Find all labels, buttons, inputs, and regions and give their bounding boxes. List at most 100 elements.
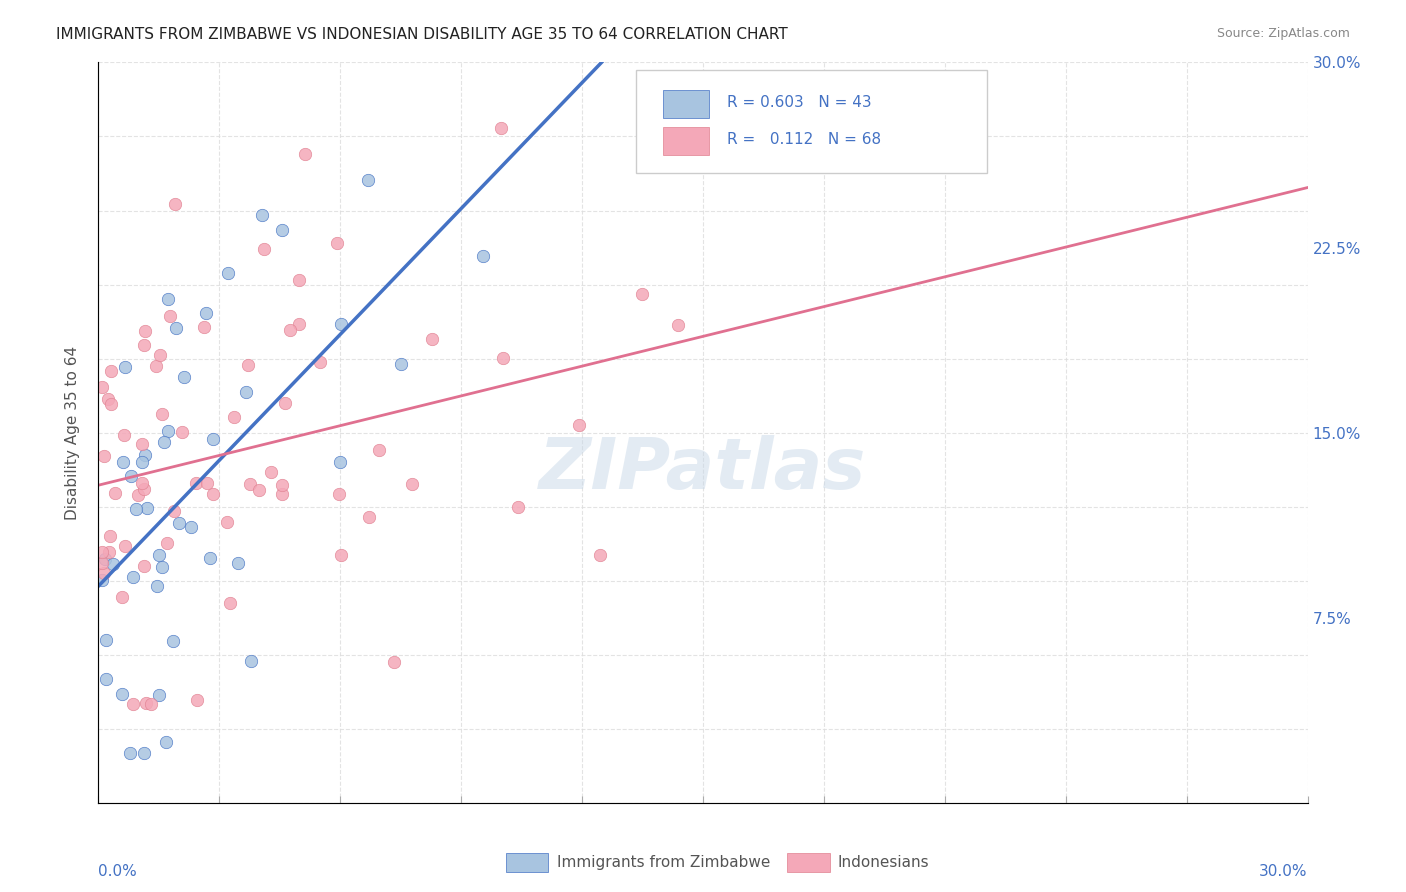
- Point: [217, 267, 239, 281]
- Point: [153, 434, 176, 449]
- Point: [149, 348, 172, 362]
- Point: [328, 487, 350, 501]
- Point: [401, 476, 423, 491]
- Point: [145, 359, 167, 373]
- Point: [471, 249, 494, 263]
- Point: [132, 482, 155, 496]
- Point: [163, 504, 186, 518]
- Point: [186, 693, 208, 707]
- Point: [150, 560, 173, 574]
- Point: [666, 318, 689, 333]
- Point: [222, 409, 245, 424]
- Point: [121, 570, 143, 584]
- Point: [148, 688, 170, 702]
- Point: [193, 320, 215, 334]
- Point: [239, 477, 262, 491]
- Point: [165, 320, 187, 334]
- Point: [195, 306, 218, 320]
- Point: [134, 324, 156, 338]
- Point: [235, 385, 257, 400]
- Y-axis label: Disability Age 35 to 64: Disability Age 35 to 64: [65, 345, 80, 520]
- Point: [195, 475, 218, 490]
- Point: [271, 486, 294, 500]
- Point: [111, 590, 134, 604]
- Point: [121, 697, 143, 711]
- Text: IMMIGRANTS FROM ZIMBABWE VS INDONESIAN DISABILITY AGE 35 TO 64 CORRELATION CHART: IMMIGRANTS FROM ZIMBABWE VS INDONESIAN D…: [56, 27, 787, 42]
- Point: [134, 338, 156, 352]
- Point: [98, 545, 121, 559]
- Point: [274, 396, 297, 410]
- Point: [198, 551, 221, 566]
- Point: [110, 687, 132, 701]
- Point: [91, 544, 114, 558]
- Text: Indonesians: Indonesians: [838, 855, 929, 870]
- Point: [329, 548, 352, 562]
- Point: [382, 655, 405, 669]
- Point: [589, 548, 612, 562]
- Point: [367, 442, 389, 457]
- Point: [260, 466, 283, 480]
- Point: [101, 557, 124, 571]
- Point: [131, 476, 153, 491]
- Point: [100, 397, 122, 411]
- Point: [127, 488, 149, 502]
- Point: [288, 317, 311, 331]
- Text: Source: ZipAtlas.com: Source: ZipAtlas.com: [1216, 27, 1350, 40]
- Point: [148, 548, 170, 562]
- Point: [157, 425, 180, 439]
- Text: ZIPatlas: ZIPatlas: [540, 435, 866, 504]
- Point: [139, 697, 162, 711]
- Point: [132, 559, 155, 574]
- Point: [135, 696, 157, 710]
- Point: [253, 242, 276, 256]
- Text: R = 0.603   N = 43: R = 0.603 N = 43: [727, 95, 872, 110]
- Point: [270, 223, 292, 237]
- Point: [156, 536, 179, 550]
- Point: [167, 516, 190, 531]
- Point: [112, 427, 135, 442]
- Point: [165, 197, 187, 211]
- Text: 30.0%: 30.0%: [1260, 864, 1308, 880]
- Point: [357, 509, 380, 524]
- Point: [294, 147, 316, 161]
- Point: [91, 556, 114, 570]
- Point: [118, 747, 141, 761]
- Point: [288, 273, 311, 287]
- Point: [247, 483, 270, 498]
- Point: [420, 332, 443, 346]
- Point: [329, 317, 352, 331]
- Point: [201, 432, 224, 446]
- Point: [172, 425, 194, 439]
- Point: [226, 556, 249, 570]
- Text: R =   0.112   N = 68: R = 0.112 N = 68: [727, 132, 882, 147]
- Point: [157, 292, 180, 306]
- Point: [236, 358, 259, 372]
- Point: [111, 455, 134, 469]
- Point: [180, 519, 202, 533]
- Point: [150, 407, 173, 421]
- Point: [135, 501, 157, 516]
- Point: [159, 310, 181, 324]
- Point: [134, 448, 156, 462]
- Point: [326, 236, 349, 251]
- Point: [100, 364, 122, 378]
- Point: [91, 573, 114, 587]
- Point: [120, 469, 142, 483]
- Text: Immigrants from Zimbabwe: Immigrants from Zimbabwe: [557, 855, 770, 870]
- Point: [239, 654, 262, 668]
- FancyBboxPatch shape: [664, 127, 709, 155]
- Point: [97, 392, 120, 406]
- Point: [94, 672, 117, 686]
- Point: [104, 486, 127, 500]
- Point: [492, 351, 515, 365]
- Point: [134, 747, 156, 761]
- Point: [567, 417, 589, 432]
- Point: [98, 529, 121, 543]
- Point: [389, 357, 412, 371]
- Point: [114, 539, 136, 553]
- Point: [489, 121, 512, 136]
- Point: [329, 455, 352, 469]
- FancyBboxPatch shape: [664, 90, 709, 118]
- Point: [308, 355, 330, 369]
- Point: [357, 173, 380, 187]
